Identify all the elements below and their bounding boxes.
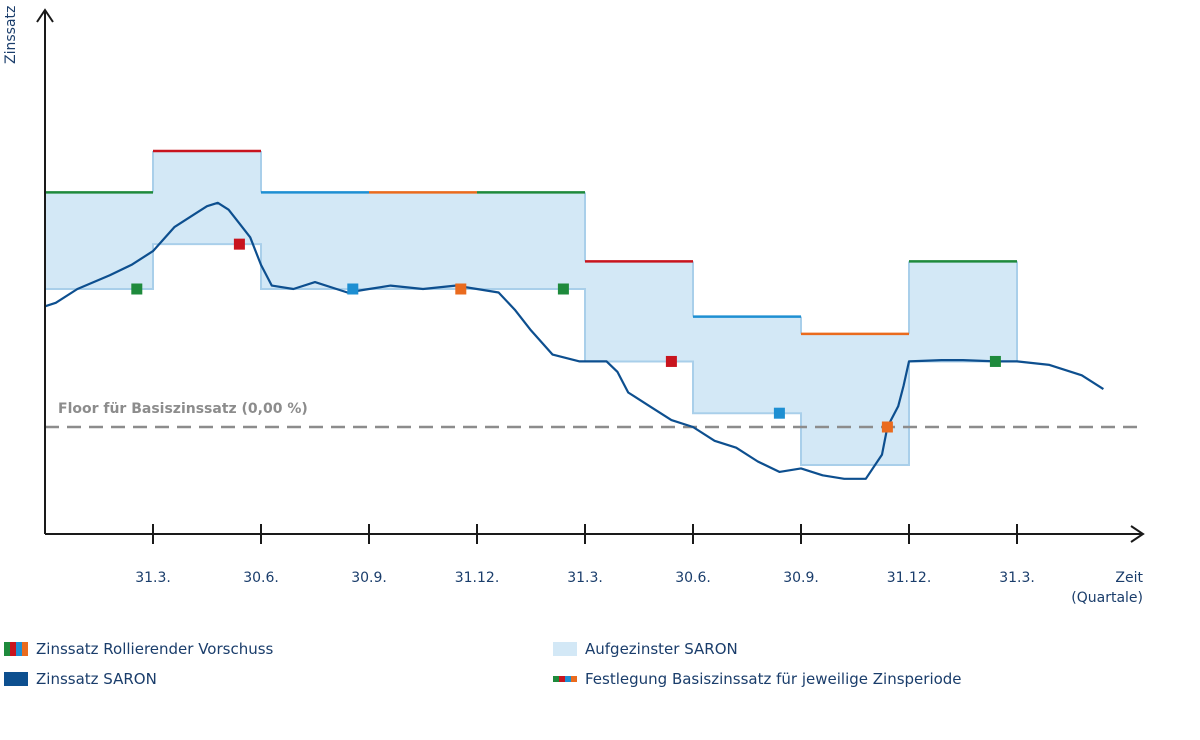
y-axis-arrow xyxy=(36,8,54,23)
saron-line xyxy=(44,201,1104,480)
legend-label-saron: Zinssatz SARON xyxy=(36,670,157,688)
band-area xyxy=(45,151,1017,465)
festlegung-marker xyxy=(131,283,143,295)
legend-item-vorschuss: Zinssatz Rollierender Vorschuss xyxy=(4,640,273,658)
festlegung-marker xyxy=(455,283,467,295)
x-ticks: 31.3. 30.6. 30.9. 31.12. 31.3. 30.6. 30.9. 31.1… xyxy=(135,524,1035,586)
aufgezinster-saron-band xyxy=(45,151,1018,466)
x-tick-label: 30.9. xyxy=(783,570,819,586)
floor-line-group: Floor für Basiszinssatz (0,00 %) xyxy=(45,401,1145,429)
multi-color-bar-icon xyxy=(4,642,28,656)
x-tick-label: 31.3. xyxy=(999,570,1035,586)
legend-item-aufgezinst: Aufgezinster SARON xyxy=(553,640,738,658)
festlegung-marker xyxy=(557,283,569,295)
x-tick-label: 31.12. xyxy=(455,570,500,586)
festlegung-marker xyxy=(347,283,359,295)
saron-bar-icon xyxy=(4,672,28,686)
festlegung-marker xyxy=(773,407,785,419)
legend-label-vorschuss: Zinssatz Rollierender Vorschuss xyxy=(36,640,274,658)
y-axis-label: Zinssatz xyxy=(3,6,19,64)
area-swatch-icon xyxy=(553,642,577,656)
x-tick-label: 31.3. xyxy=(567,570,603,586)
legend-item-festlegung: Festlegung Basiszinssatz für jeweilige Z… xyxy=(553,670,962,688)
floor-label: Floor für Basiszinssatz (0,00 %) xyxy=(58,401,308,417)
legend-item-saron: Zinssatz SARON xyxy=(4,670,157,688)
x-axis-label-sub: (Quartale) xyxy=(1071,590,1143,606)
legend-label-aufgezinst: Aufgezinster SARON xyxy=(585,640,738,658)
festlegung-marker xyxy=(989,355,1001,367)
festlegung-marker xyxy=(881,421,893,433)
festlegung-markers xyxy=(131,238,1001,433)
x-tick-label: 30.9. xyxy=(351,570,387,586)
x-tick-label: 31.3. xyxy=(135,570,171,586)
x-tick-label: 30.6. xyxy=(675,570,711,586)
x-tick-label: 30.6. xyxy=(243,570,279,586)
festlegung-marker xyxy=(665,355,677,367)
x-tick-label: 31.12. xyxy=(887,570,932,586)
rollierender-vorschuss-series xyxy=(45,149,1017,336)
x-axis-arrow xyxy=(1130,525,1145,543)
x-axis-label: Zeit xyxy=(1115,570,1143,586)
saron-series xyxy=(44,201,1104,480)
legend-label-festlegung: Festlegung Basiszinssatz für jeweilige Z… xyxy=(585,670,962,688)
axes: Zinssatz Zeit (Quartale) xyxy=(3,6,1145,606)
festlegung-marker xyxy=(233,238,245,250)
multi-square-icon xyxy=(553,672,577,686)
